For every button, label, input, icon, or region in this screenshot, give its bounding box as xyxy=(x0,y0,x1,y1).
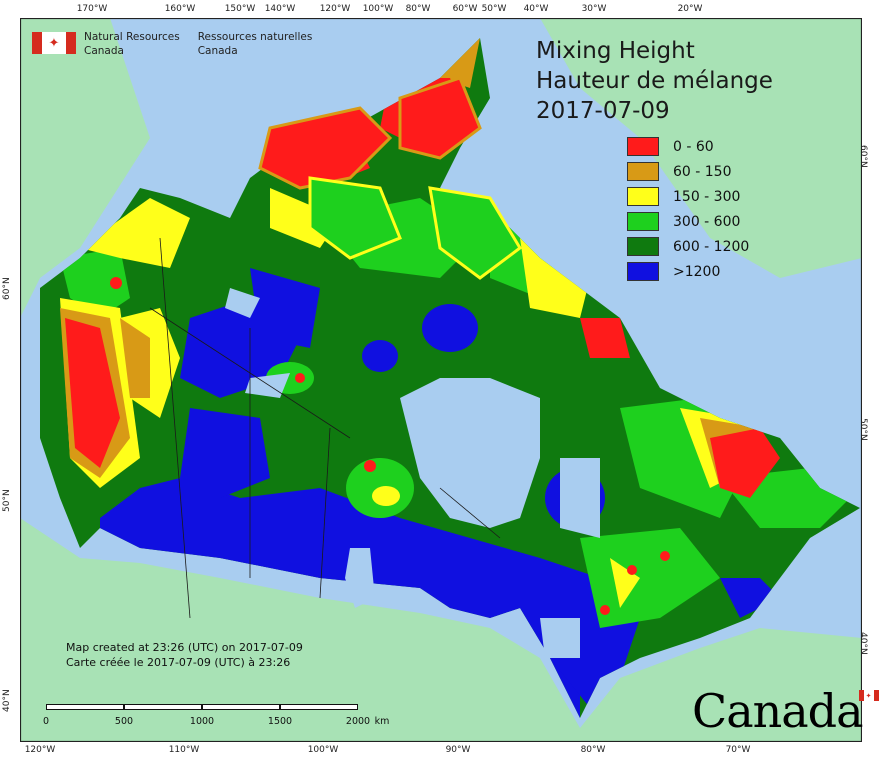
legend-item: >1200 xyxy=(627,259,749,284)
agency-name-fr: Ressources naturelles Canada xyxy=(197,31,313,57)
lake-winnipeg xyxy=(345,548,375,608)
legend-swatch xyxy=(627,212,659,231)
legend-label: >1200 xyxy=(673,263,721,280)
agency-name-en: Natural Resources Canada xyxy=(84,31,180,57)
map-title-block: Mixing Height Hauteur de mélange 2017-07… xyxy=(536,36,773,126)
scale-bar: 0 500 1000 1500 2000 km xyxy=(42,704,389,734)
tick-top-0: 170°W xyxy=(76,4,108,14)
maple-leaf-icon: ✦ xyxy=(858,690,879,701)
scale-label: 1000 xyxy=(189,716,215,727)
tick-top-4: 120°W xyxy=(319,4,351,14)
tick-bottom-2: 100°W xyxy=(307,745,339,755)
legend-swatch xyxy=(627,162,659,181)
legend-item: 60 - 150 xyxy=(627,159,749,184)
legend-item: 0 - 60 xyxy=(627,134,749,159)
tick-left-0: 60°N xyxy=(2,277,12,300)
tick-left-2: 40°N xyxy=(2,689,12,712)
province-borders xyxy=(149,237,501,619)
tick-top-6: 80°W xyxy=(405,4,431,14)
scale-label: 2000 xyxy=(345,716,371,727)
arctic-islands-central xyxy=(398,76,482,160)
legend-label: 60 - 150 xyxy=(673,163,732,180)
alaska-land xyxy=(20,18,150,318)
tick-top-11: 20°W xyxy=(677,4,703,14)
credit-line-fr: Carte créée le 2017-07-09 (UTC) à 23:26 xyxy=(66,656,291,669)
tick-top-2: 150°W xyxy=(224,4,256,14)
usa-land xyxy=(20,518,862,742)
legend-item: 150 - 300 xyxy=(627,184,749,209)
tick-top-8: 50°W xyxy=(481,4,507,14)
scale-segment xyxy=(202,704,280,710)
tick-top-7: 60°W xyxy=(452,4,478,14)
scale-unit: km xyxy=(374,716,390,727)
james-bay xyxy=(560,458,600,538)
map-date: 2017-07-09 xyxy=(536,98,670,124)
baffin-island xyxy=(428,186,522,280)
scale-segment xyxy=(46,704,124,710)
agency-signature: ✦ Natural Resources Canada Ressources na… xyxy=(32,30,330,58)
legend-swatch xyxy=(627,237,659,256)
tick-bottom-0: 120°W xyxy=(24,745,56,755)
legend: 0 - 60 60 - 150 150 - 300 300 - 600 600 … xyxy=(627,134,749,284)
scale-segment xyxy=(280,704,358,710)
map-title-en: Mixing Height xyxy=(536,38,695,64)
tick-right-1: 50°N xyxy=(858,418,868,441)
arctic-islands-south xyxy=(308,176,402,260)
credit-line-en: Map created at 23:26 (UTC) on 2017-07-09 xyxy=(66,641,303,654)
arctic-islands-west xyxy=(258,106,393,190)
legend-item: 300 - 600 xyxy=(627,209,749,234)
great-bear-lake xyxy=(225,288,260,318)
tick-bottom-3: 90°W xyxy=(445,745,471,755)
tick-left-1: 50°N xyxy=(2,489,12,512)
hudson-bay xyxy=(400,378,540,528)
scale-label: 0 xyxy=(42,716,50,727)
tick-top-1: 160°W xyxy=(164,4,196,14)
legend-swatch xyxy=(627,137,659,156)
tick-bottom-5: 70°W xyxy=(725,745,751,755)
legend-swatch xyxy=(627,262,659,281)
scale-label: 500 xyxy=(114,716,134,727)
greenland-land xyxy=(540,18,862,278)
tick-right-2: 40°N xyxy=(858,632,868,655)
canada-wordmark: Canada ✦ xyxy=(692,688,879,734)
map-border xyxy=(20,18,862,742)
map-credit: Map created at 23:26 (UTC) on 2017-07-09… xyxy=(66,640,303,670)
legend-item: 600 - 1200 xyxy=(627,234,749,259)
canada-flag-icon: ✦ xyxy=(32,32,76,54)
legend-label: 150 - 300 xyxy=(673,188,741,205)
wordmark-text: Canada xyxy=(692,684,864,738)
tick-right-0: 60°N xyxy=(858,145,868,168)
tick-top-9: 40°W xyxy=(523,4,549,14)
tick-bottom-1: 110°W xyxy=(168,745,200,755)
legend-label: 0 - 60 xyxy=(673,138,714,155)
tick-top-10: 30°W xyxy=(581,4,607,14)
scale-segment xyxy=(124,704,202,710)
legend-label: 300 - 600 xyxy=(673,213,741,230)
legend-swatch xyxy=(627,187,659,206)
tick-top-3: 140°W xyxy=(264,4,296,14)
map-title-fr: Hauteur de mélange xyxy=(536,68,773,94)
legend-label: 600 - 1200 xyxy=(673,238,750,255)
scale-label: 1500 xyxy=(267,716,293,727)
tick-top-5: 100°W xyxy=(362,4,394,14)
tick-bottom-4: 80°W xyxy=(580,745,606,755)
map-canvas[interactable] xyxy=(20,18,862,742)
lake-superior xyxy=(540,618,580,658)
